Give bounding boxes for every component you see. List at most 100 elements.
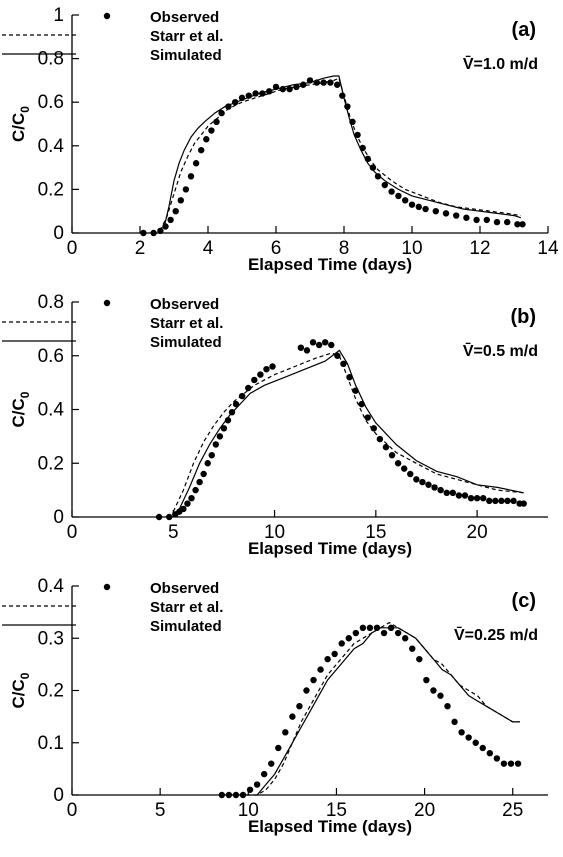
observed-point (182, 186, 190, 193)
observed-point (461, 492, 469, 499)
observed-point (416, 655, 423, 663)
observed-point (473, 494, 481, 502)
observed-point (253, 781, 261, 788)
observed-point (431, 484, 438, 491)
observed-point (422, 205, 429, 213)
observed-point (232, 791, 240, 799)
observed-point (208, 127, 215, 134)
observed-point (419, 478, 426, 486)
legend-label: Simulated (150, 618, 222, 635)
observed-point (340, 360, 347, 368)
simulated-line (178, 349, 524, 510)
observed-point (507, 760, 515, 767)
legend-label: Starr et al. (150, 28, 223, 45)
velocity-label-b: V̄=0.5 m/d (463, 341, 538, 360)
observed-point (331, 650, 338, 658)
observed-point (504, 218, 511, 226)
y-tick-label: 0.4 (38, 136, 65, 157)
y-axis-title-main: C/C (9, 679, 28, 708)
observed-point (380, 629, 388, 637)
observed-point (192, 160, 200, 167)
observed-point (370, 425, 378, 432)
chart-panel-c: 0 0.1 0.2 0.3 0.4 0 5 10 15 20 25 Elapsed Time (day… (2, 576, 548, 836)
observed-point (192, 486, 199, 494)
observed-point (432, 208, 439, 215)
observed-point (303, 687, 310, 694)
observed-point (465, 734, 472, 741)
observed-point (437, 486, 444, 494)
observed-point (400, 465, 408, 472)
x-tick-label: 15 (365, 522, 386, 543)
observed-point (453, 212, 460, 219)
observed-point (463, 214, 470, 221)
observed-point (467, 494, 475, 502)
x-tick-label: 4 (203, 238, 214, 259)
observed-point (172, 208, 179, 215)
y-tick-label: 1 (53, 5, 64, 26)
y-tick-label: 0.2 (38, 179, 64, 200)
observed-point (260, 770, 268, 778)
observed-point (394, 460, 402, 467)
observed-point (395, 192, 402, 200)
x-tick-label: 5 (155, 800, 166, 821)
observed-point (402, 197, 409, 204)
observed-point (213, 118, 220, 126)
observed-point (519, 221, 526, 228)
legend-label: Observed (150, 296, 219, 313)
y-tick-label: 0.6 (38, 346, 64, 367)
observed-point (455, 492, 463, 499)
x-axis-title: Elapsed Time (days) (248, 255, 412, 274)
legend-label: Starr et al. (150, 599, 223, 616)
observed-point (486, 497, 493, 505)
observed-point (218, 109, 225, 117)
observed-point (200, 470, 207, 478)
observed-point (184, 500, 191, 507)
observed-point (504, 497, 511, 505)
panel-label-a: (a) (512, 19, 536, 41)
legend-label: Starr et al. (150, 315, 223, 332)
observed-point (334, 81, 341, 88)
observed-point (442, 210, 450, 217)
y-tick-label: 0.4 (38, 576, 65, 597)
observed-point (382, 443, 390, 451)
observed-point (449, 489, 456, 497)
panel-label-b: (b) (510, 306, 536, 328)
observed-point (388, 188, 395, 195)
observed-point (320, 79, 327, 86)
observed-point (366, 624, 374, 631)
observed-point (263, 365, 270, 373)
y-axis-title: C/C0 (9, 672, 32, 708)
observed-point (246, 786, 254, 793)
observed-point (208, 451, 215, 459)
observed-point (352, 629, 360, 637)
observed-point (451, 718, 458, 726)
observed-point (218, 791, 226, 799)
observed-point (150, 229, 157, 237)
observed-point (514, 760, 522, 767)
x-tick-label: 8 (339, 238, 350, 259)
observed-point (443, 489, 450, 497)
observed-point (430, 687, 437, 694)
observed-point (388, 451, 396, 459)
observed-point (479, 494, 487, 502)
x-tick-label: 0 (67, 800, 78, 821)
x-tick-label: 10 (401, 238, 422, 259)
y-axis-title-subscript: 0 (18, 672, 32, 679)
observed-point (423, 676, 430, 684)
observed-point (303, 347, 311, 354)
observed-point (315, 341, 323, 349)
observed-point (232, 400, 240, 408)
observed-point (282, 729, 289, 736)
observed-point (415, 203, 422, 211)
legend-observed-marker (103, 12, 111, 20)
observed-point (437, 692, 444, 699)
x-tick-label: 14 (537, 238, 559, 259)
x-tick-label: 0 (67, 522, 78, 543)
observed-point (321, 339, 329, 346)
observed-point (498, 497, 505, 505)
observed-point (157, 227, 164, 235)
observed-point (257, 371, 264, 378)
y-tick-label: 0.1 (38, 733, 64, 754)
observed-point (238, 392, 246, 400)
